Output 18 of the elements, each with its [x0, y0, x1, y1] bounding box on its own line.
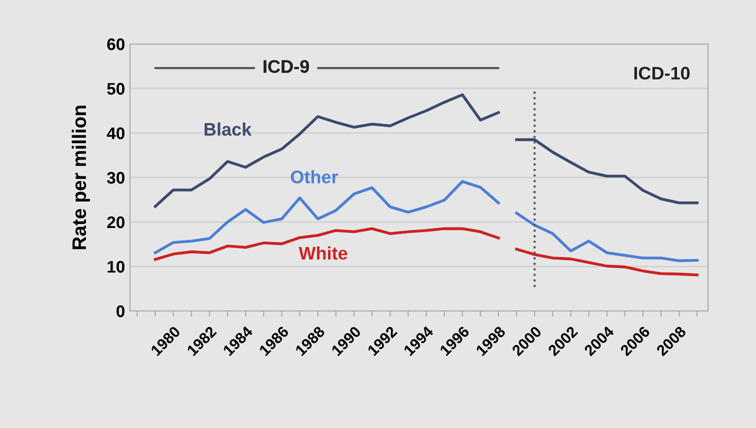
y-tick-label: 0 [116, 305, 124, 318]
line-series [154, 227, 500, 261]
line-series [515, 212, 699, 262]
y-tick-label: 10 [108, 260, 124, 273]
y-tick-label: 60 [107, 38, 124, 50]
y-tick-label: 50 [107, 82, 124, 95]
annotation: ICD-9 [264, 60, 309, 73]
y-tick-label: 30 [106, 172, 124, 184]
line-series [515, 138, 699, 204]
line-series [154, 93, 500, 208]
series-label: Black [204, 122, 252, 136]
y-axis-title: Rate per million [72, 106, 90, 250]
series-label: Other [290, 170, 338, 184]
y-tick-label: 20 [107, 216, 124, 228]
y-tick-label: 40 [106, 127, 124, 140]
line-series [515, 248, 699, 276]
annotation: ICD-10 [634, 66, 690, 80]
series-label: White [298, 246, 348, 260]
